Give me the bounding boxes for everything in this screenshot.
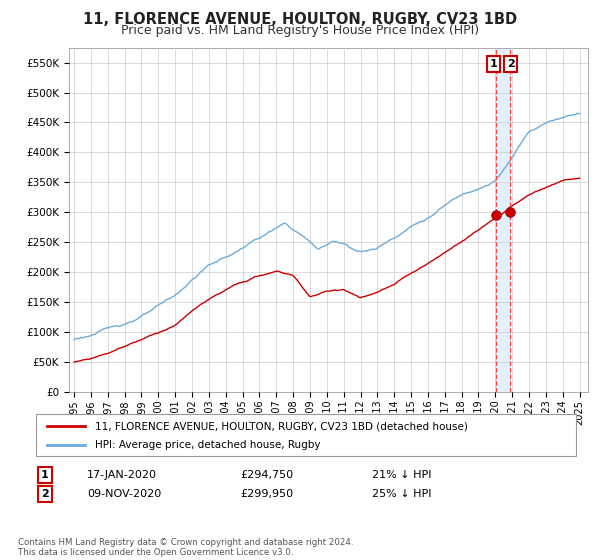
Text: 1: 1 <box>490 59 497 69</box>
Text: 17-JAN-2020: 17-JAN-2020 <box>87 470 157 480</box>
Text: 21% ↓ HPI: 21% ↓ HPI <box>372 470 431 480</box>
Text: 09-NOV-2020: 09-NOV-2020 <box>87 489 161 499</box>
Text: 11, FLORENCE AVENUE, HOULTON, RUGBY, CV23 1BD (detached house): 11, FLORENCE AVENUE, HOULTON, RUGBY, CV2… <box>95 421 468 431</box>
Text: 2: 2 <box>41 489 49 499</box>
Text: 11, FLORENCE AVENUE, HOULTON, RUGBY, CV23 1BD: 11, FLORENCE AVENUE, HOULTON, RUGBY, CV2… <box>83 12 517 27</box>
Text: HPI: Average price, detached house, Rugby: HPI: Average price, detached house, Rugb… <box>95 440 321 450</box>
Text: £299,950: £299,950 <box>240 489 293 499</box>
Text: Contains HM Land Registry data © Crown copyright and database right 2024.
This d: Contains HM Land Registry data © Crown c… <box>18 538 353 557</box>
Text: 2: 2 <box>507 59 515 69</box>
Text: Price paid vs. HM Land Registry's House Price Index (HPI): Price paid vs. HM Land Registry's House … <box>121 24 479 36</box>
Bar <box>496 48 510 392</box>
Text: 25% ↓ HPI: 25% ↓ HPI <box>372 489 431 499</box>
FancyBboxPatch shape <box>36 414 576 456</box>
Text: 1: 1 <box>41 470 49 480</box>
Text: £294,750: £294,750 <box>240 470 293 480</box>
